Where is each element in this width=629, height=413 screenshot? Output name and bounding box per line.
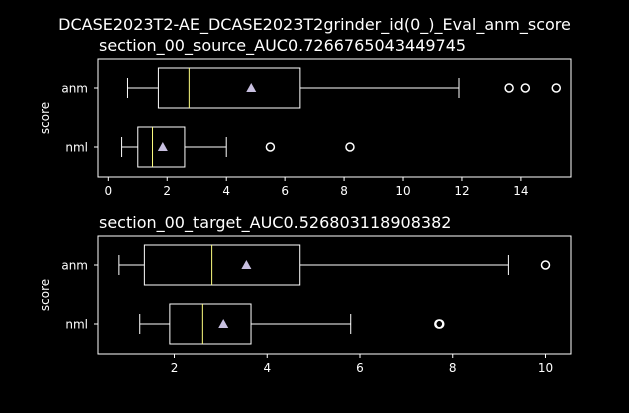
plot-frame-source bbox=[97, 58, 572, 178]
x-tick-label-source: 14 bbox=[513, 184, 528, 198]
box-target-nml bbox=[169, 303, 252, 345]
x-tick-label-source: 12 bbox=[454, 184, 469, 198]
outlier-point-source-anm bbox=[520, 83, 531, 93]
outlier-point-source-nml bbox=[265, 142, 276, 152]
plot-title-source: section_00_source_AUC0.7266765043449745 bbox=[99, 36, 467, 55]
x-tick-label-target: 8 bbox=[449, 361, 457, 375]
x-tick-label-target: 6 bbox=[356, 361, 364, 375]
plot-title-target: section_00_target_AUC0.526803118908382 bbox=[99, 213, 452, 232]
y-axis-label-source: score bbox=[38, 102, 52, 134]
x-tick-label-source: 4 bbox=[222, 184, 230, 198]
category-label-source-anm: anm bbox=[61, 82, 88, 96]
mean-marker-target-nml bbox=[218, 319, 229, 328]
x-tick-label-target: 4 bbox=[263, 361, 271, 375]
x-tick-label-source: 6 bbox=[281, 184, 289, 198]
x-tick-label-source: 8 bbox=[340, 184, 348, 198]
mean-marker-source-nml bbox=[157, 142, 168, 151]
y-axis-label-target: score bbox=[38, 279, 52, 311]
category-label-target-anm: anm bbox=[61, 259, 88, 273]
outlier-point-target-anm bbox=[540, 260, 551, 270]
outlier-point-source-anm bbox=[551, 83, 562, 93]
box-source-nml bbox=[137, 126, 186, 168]
outlier-point-source-nml bbox=[345, 142, 355, 152]
category-label-source-nml: nml bbox=[65, 141, 88, 155]
category-label-target-nml: nml bbox=[65, 318, 88, 332]
box-source-anm bbox=[157, 67, 301, 109]
x-tick-label-source: 2 bbox=[163, 184, 171, 198]
outlier-point-target-nml bbox=[435, 319, 445, 329]
plot-frame-target bbox=[97, 235, 572, 355]
x-tick-label-source: 0 bbox=[104, 184, 112, 198]
outlier-point-source-anm bbox=[504, 83, 514, 93]
x-tick-label-target: 10 bbox=[538, 361, 553, 375]
x-tick-label-target: 2 bbox=[171, 361, 179, 375]
box-target-anm bbox=[143, 244, 301, 286]
x-tick-label-source: 10 bbox=[395, 184, 410, 198]
mean-marker-source-anm bbox=[246, 83, 257, 92]
mean-marker-target-anm bbox=[241, 260, 252, 269]
chart-suptitle: DCASE2023T2-AE_DCASE2023T2grinder_id(0_)… bbox=[58, 15, 571, 34]
